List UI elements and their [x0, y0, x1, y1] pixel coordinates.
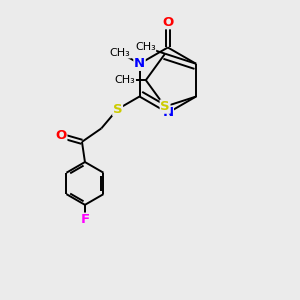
- Text: O: O: [56, 129, 67, 142]
- Text: S: S: [160, 100, 170, 113]
- Text: CH₃: CH₃: [110, 48, 130, 58]
- Text: N: N: [162, 106, 173, 119]
- Text: N: N: [134, 57, 145, 70]
- Text: CH₃: CH₃: [115, 75, 135, 85]
- Text: F: F: [80, 213, 89, 226]
- Text: CH₃: CH₃: [135, 42, 156, 52]
- Text: S: S: [113, 103, 122, 116]
- Text: CH₃: CH₃: [109, 48, 131, 58]
- Text: O: O: [162, 16, 173, 29]
